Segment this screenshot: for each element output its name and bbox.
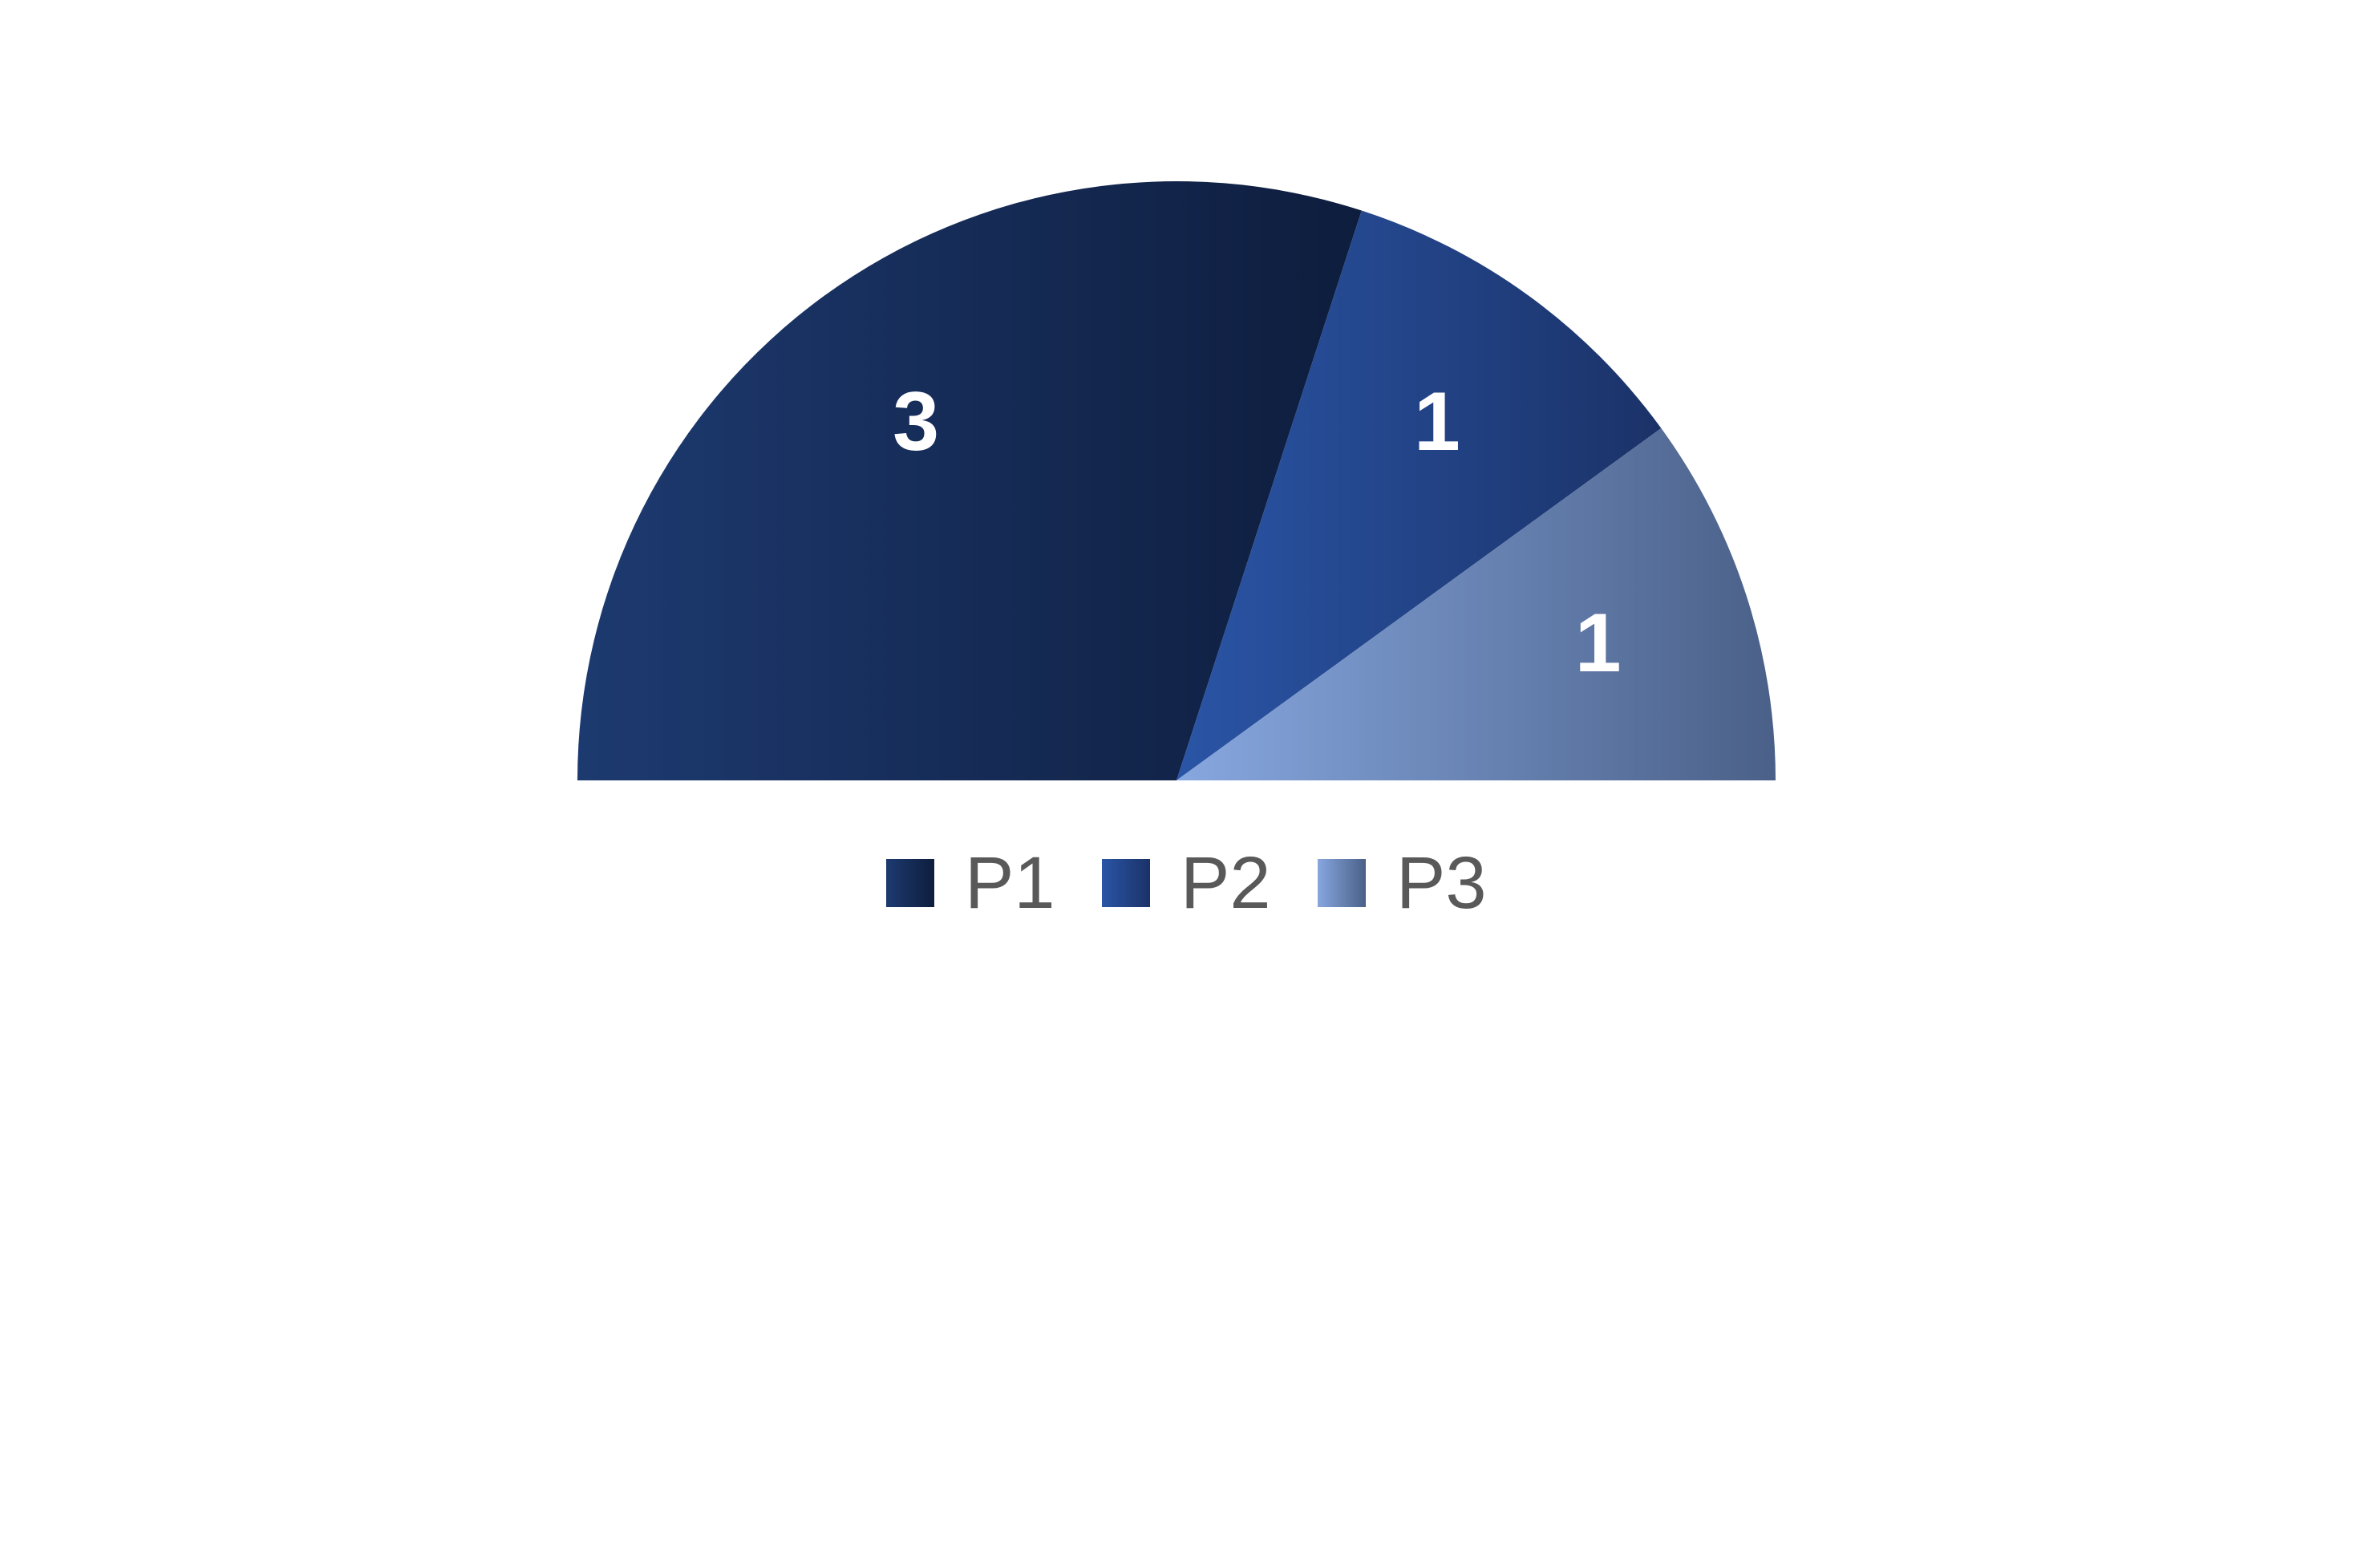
data-label-p1: 3 [893,375,939,468]
legend-label-p1: P1 [965,842,1055,924]
data-labels: 3 1 1 [893,375,1621,690]
legend-swatch-p1 [886,859,934,907]
data-label-p2: 1 [1414,375,1460,468]
legend: P1 P2 P3 [886,842,1487,924]
pie-slices [577,180,1776,780]
pie-slice-p3 [1176,427,1776,780]
data-label-p3: 1 [1575,597,1622,690]
legend-label-p3: P3 [1396,842,1487,924]
legend-swatch-p2 [1102,859,1150,907]
legend-label-p2: P2 [1181,842,1271,924]
pie-slice-p1 [577,180,1362,780]
pie-slice-p2 [1176,210,1662,780]
legend-swatch-p3 [1318,859,1366,907]
